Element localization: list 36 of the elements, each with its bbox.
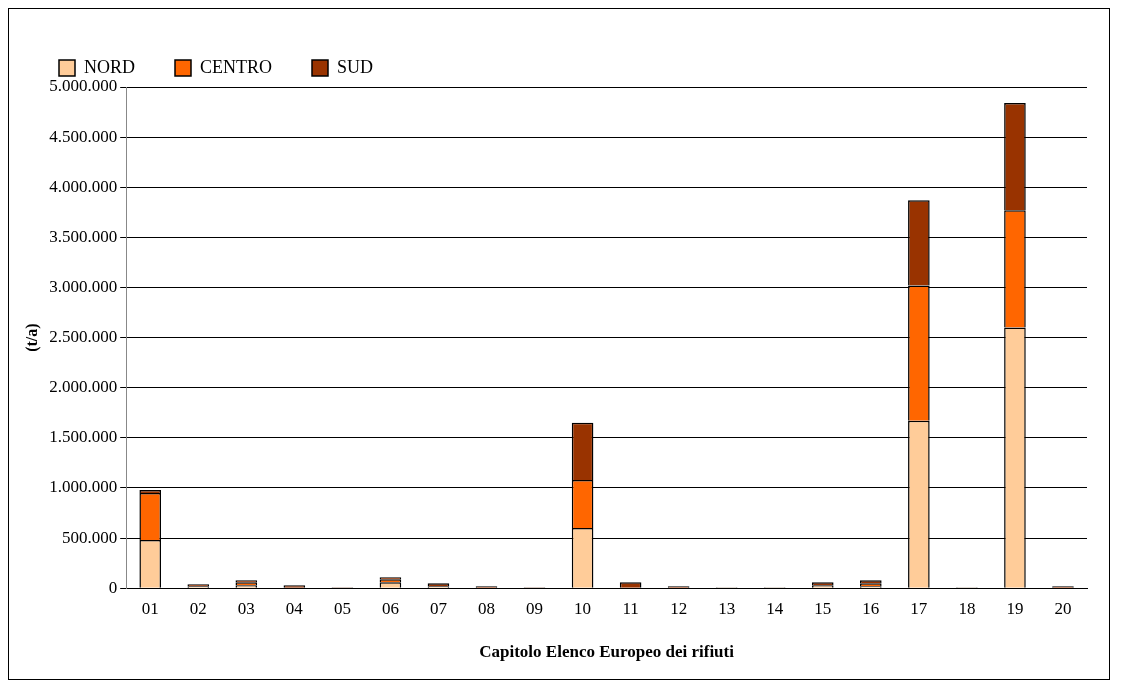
y-tick-label: 4.500.000	[49, 126, 118, 146]
x-tick-label: 19	[1006, 598, 1024, 618]
x-tick-label: 14	[766, 598, 784, 618]
y-tick-label: 4.000.000	[49, 176, 118, 196]
x-tick-label: 05	[333, 598, 351, 618]
legend-label: CENTRO	[200, 56, 272, 77]
x-tick-label: 15	[814, 598, 832, 618]
x-tick-label: 11	[622, 598, 639, 618]
x-tick-label: 08	[478, 598, 495, 618]
x-tick-label: 18	[958, 598, 976, 618]
x-tick-label: 13	[718, 598, 736, 618]
y-tick-label: 3.500.000	[49, 226, 118, 246]
x-tick-label: 03	[237, 598, 255, 618]
y-tick-label: 3.000.000	[49, 276, 118, 296]
y-tick-label: 1.500.000	[49, 427, 118, 447]
x-tick-label: 16	[862, 598, 880, 618]
x-axis-title: Capitolo Elenco Europeo dei rifiuti	[479, 642, 735, 662]
y-tick-label: 5.000.000	[49, 76, 118, 96]
legend-label: NORD	[84, 56, 136, 77]
y-tick-label: 2.500.000	[49, 327, 118, 347]
x-tick-label: 09	[526, 598, 544, 618]
y-tick-label: 2.000.000	[49, 377, 118, 397]
x-tick-label: 20	[1054, 598, 1072, 618]
x-tick-label: 01	[141, 598, 159, 618]
x-tick-label: 06	[381, 598, 399, 618]
legend-label: SUD	[337, 56, 374, 77]
y-tick-label: 1.000.000	[49, 477, 118, 497]
y-tick-label: 0	[108, 577, 118, 597]
x-tick-label: 10	[574, 598, 592, 618]
y-axis-title: (t/a)	[22, 323, 41, 352]
x-tick-label: 02	[189, 598, 207, 618]
y-tick-label: 500.000	[61, 527, 118, 547]
x-tick-label: 17	[910, 598, 928, 618]
x-tick-label: 04	[285, 598, 304, 618]
x-tick-label: 12	[670, 598, 688, 618]
x-tick-label: 07	[429, 598, 448, 618]
